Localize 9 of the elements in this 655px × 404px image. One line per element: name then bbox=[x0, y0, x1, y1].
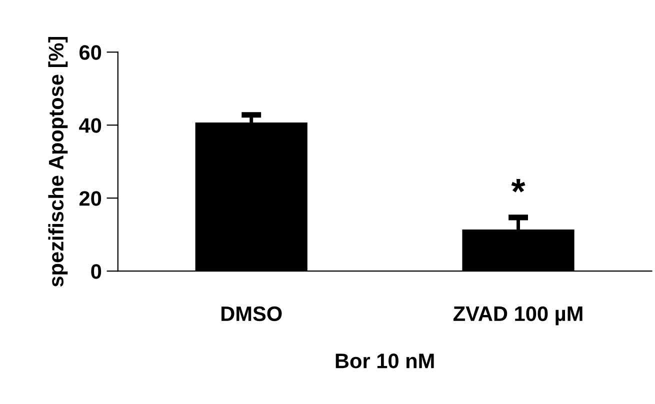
x-tick-label: DMSO bbox=[222, 306, 282, 322]
y-tick-label: 0 bbox=[91, 264, 102, 279]
x-axis-title: Bor 10 nM bbox=[336, 354, 434, 368]
y-tick-label: 60 bbox=[80, 45, 102, 60]
x-tick-label: ZVAD 100 µM bbox=[453, 306, 582, 326]
y-tick-label: 20 bbox=[79, 191, 102, 206]
y-tick-label: 40 bbox=[79, 118, 102, 133]
y-axis-title: spezifische Apoptose [%] bbox=[48, 36, 68, 287]
annotation: * bbox=[511, 178, 526, 192]
